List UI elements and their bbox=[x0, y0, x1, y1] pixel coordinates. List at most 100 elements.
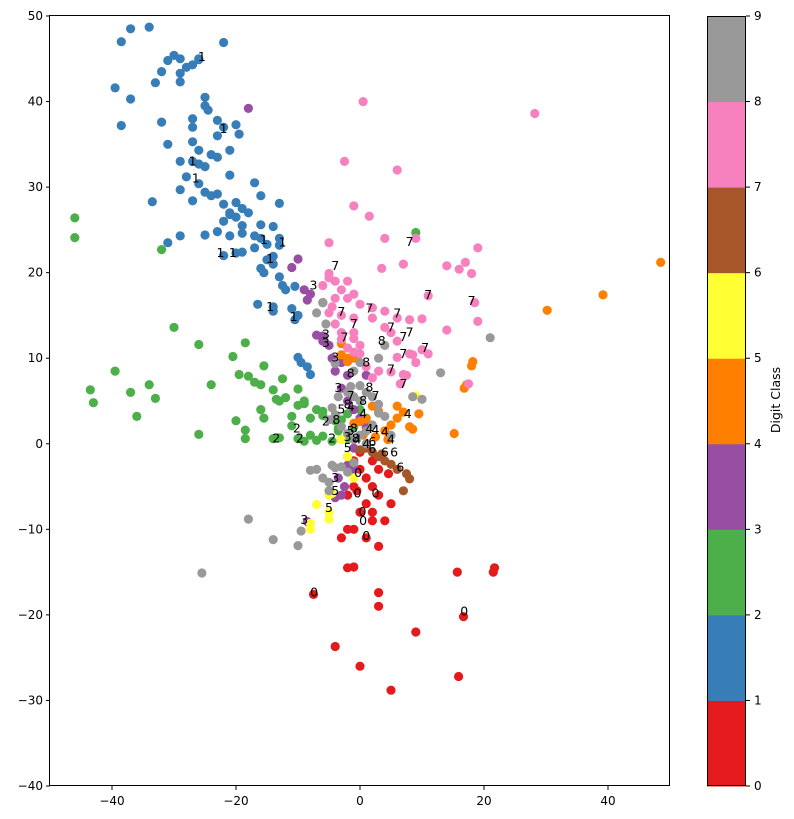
point-class-8 bbox=[346, 381, 356, 392]
point-class-6 bbox=[377, 449, 387, 459]
point-class-2 bbox=[305, 413, 315, 423]
point-class-2 bbox=[85, 385, 95, 395]
point-class-1 bbox=[203, 105, 213, 115]
point-class-2 bbox=[293, 384, 303, 394]
colorbar-segment bbox=[707, 358, 746, 445]
point-class-1 bbox=[175, 54, 185, 64]
colorbar-tick-label: 1 bbox=[754, 693, 762, 707]
point-class-1 bbox=[181, 172, 191, 182]
point-class-7 bbox=[358, 97, 368, 107]
digit-label-1: 1 bbox=[266, 299, 274, 314]
point-class-8 bbox=[380, 411, 390, 421]
point-class-1 bbox=[305, 369, 315, 380]
point-class-1 bbox=[268, 306, 278, 316]
point-class-0 bbox=[374, 588, 384, 598]
point-class-8 bbox=[293, 541, 303, 551]
point-class-1 bbox=[212, 131, 222, 141]
point-class-0 bbox=[374, 464, 384, 474]
colorbar-tick-label: 2 bbox=[754, 608, 762, 622]
digit-label-7: 7 bbox=[421, 340, 429, 355]
digit-label-3: 3 bbox=[310, 278, 318, 293]
point-class-7 bbox=[392, 313, 402, 323]
point-class-7 bbox=[454, 264, 464, 274]
digit-label-5: 5 bbox=[337, 402, 345, 417]
point-class-6 bbox=[392, 464, 402, 474]
point-class-5 bbox=[312, 499, 322, 510]
point-class-2 bbox=[157, 245, 167, 255]
x-tick-label: −40 bbox=[99, 794, 124, 808]
point-class-4 bbox=[598, 290, 608, 300]
point-class-0 bbox=[367, 516, 377, 526]
digit-label-8: 8 bbox=[365, 379, 373, 394]
point-class-3 bbox=[324, 340, 334, 350]
digit-label-1: 1 bbox=[189, 153, 197, 168]
colorbar-segment bbox=[707, 272, 746, 359]
point-class-0 bbox=[452, 567, 462, 577]
digit-label-8: 8 bbox=[347, 366, 355, 381]
point-class-7 bbox=[392, 352, 402, 362]
point-class-0 bbox=[454, 671, 464, 682]
point-class-2 bbox=[169, 322, 179, 332]
point-class-1 bbox=[287, 304, 297, 314]
point-class-2 bbox=[312, 405, 322, 415]
point-class-1 bbox=[256, 191, 266, 201]
point-class-7 bbox=[380, 306, 390, 316]
point-class-5 bbox=[305, 524, 315, 534]
digit-label-3: 3 bbox=[331, 470, 339, 485]
point-class-1 bbox=[116, 120, 126, 131]
point-class-0 bbox=[367, 507, 377, 517]
point-class-1 bbox=[219, 37, 229, 48]
digit-label-7: 7 bbox=[387, 319, 395, 334]
digit-label-3: 3 bbox=[322, 326, 330, 341]
point-class-1 bbox=[163, 139, 173, 149]
point-class-6 bbox=[355, 445, 365, 455]
point-class-2 bbox=[299, 399, 309, 409]
digit-label-1: 1 bbox=[266, 251, 274, 266]
point-class-1 bbox=[110, 83, 120, 93]
point-class-4 bbox=[370, 432, 381, 442]
point-class-7 bbox=[339, 156, 350, 166]
point-class-7 bbox=[423, 349, 433, 359]
point-class-7 bbox=[392, 336, 402, 346]
point-class-2 bbox=[126, 387, 136, 397]
point-class-7 bbox=[367, 303, 377, 313]
colorbar-segment bbox=[707, 614, 746, 701]
point-class-4 bbox=[398, 407, 408, 417]
point-class-1 bbox=[225, 145, 235, 155]
point-class-0 bbox=[349, 562, 359, 572]
point-class-0 bbox=[374, 490, 384, 500]
point-class-2 bbox=[144, 380, 154, 390]
point-class-1 bbox=[253, 299, 263, 309]
point-class-7 bbox=[473, 316, 483, 326]
point-class-8 bbox=[374, 399, 384, 409]
digit-label-1: 1 bbox=[217, 245, 225, 260]
point-class-0 bbox=[308, 589, 319, 600]
point-class-1 bbox=[144, 22, 154, 32]
point-class-1 bbox=[147, 197, 157, 207]
point-class-2 bbox=[268, 434, 278, 444]
digit-label-5: 5 bbox=[344, 440, 352, 455]
point-class-1 bbox=[237, 228, 247, 238]
point-class-7 bbox=[343, 293, 353, 303]
digit-label-8: 8 bbox=[359, 393, 367, 408]
point-class-7 bbox=[374, 366, 384, 376]
point-class-7 bbox=[460, 257, 470, 267]
colorbar-segment bbox=[707, 700, 746, 787]
y-tick-label: −30 bbox=[18, 693, 43, 707]
point-class-1 bbox=[194, 179, 204, 189]
point-class-1 bbox=[206, 191, 216, 201]
point-class-7 bbox=[336, 285, 346, 295]
point-class-0 bbox=[458, 612, 469, 622]
x-axis-ticks: −40 −20 0 20 40 bbox=[99, 786, 616, 808]
point-class-7 bbox=[343, 276, 353, 286]
colorbar-tick-label: 4 bbox=[754, 437, 762, 451]
point-class-0 bbox=[336, 533, 346, 543]
point-class-7 bbox=[417, 314, 427, 324]
digit-label-4: 4 bbox=[359, 406, 367, 421]
point-class-1 bbox=[290, 281, 300, 291]
point-class-8 bbox=[343, 467, 353, 477]
point-class-8 bbox=[361, 426, 371, 436]
point-class-3 bbox=[293, 254, 303, 264]
point-class-2 bbox=[231, 416, 241, 426]
point-class-0 bbox=[411, 627, 421, 637]
